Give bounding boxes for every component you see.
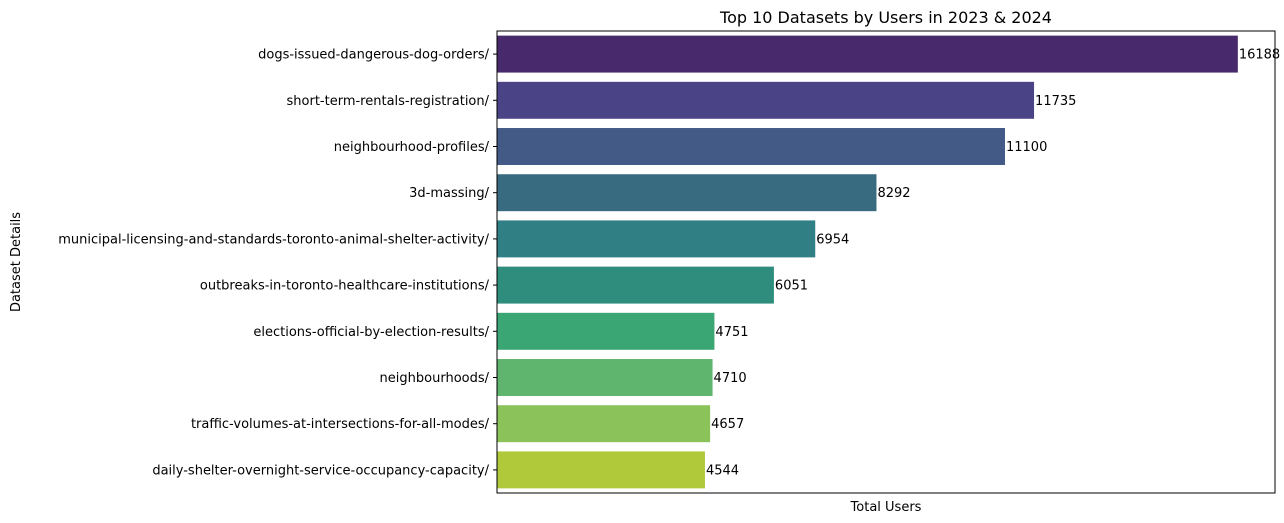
bar-5 <box>497 266 774 304</box>
bar-8 <box>497 405 711 443</box>
value-label-7: 4710 <box>714 371 747 386</box>
value-label-1: 11735 <box>1035 94 1076 109</box>
bar-9 <box>497 451 705 489</box>
value-label-4: 6954 <box>816 232 849 247</box>
value-label-8: 4657 <box>711 417 744 432</box>
category-label-1: short-term-rentals-registration/ <box>287 94 490 109</box>
value-label-5: 6051 <box>775 279 808 294</box>
bar-6 <box>497 312 715 350</box>
value-label-9: 4544 <box>706 463 739 478</box>
category-label-0: dogs-issued-dangerous-dog-orders/ <box>258 48 490 63</box>
value-label-0: 16188 <box>1239 48 1280 63</box>
x-axis-label: Total Users <box>850 500 922 515</box>
category-label-8: traffic-volumes-at-intersections-for-all… <box>191 417 490 432</box>
bar-2 <box>497 128 1005 165</box>
category-label-3: 3d-massing/ <box>409 186 489 201</box>
bar-1 <box>497 81 1035 119</box>
bar-7 <box>497 359 713 396</box>
plot-frame <box>496 30 1276 494</box>
value-label-6: 4751 <box>715 325 748 340</box>
chart-title: Top 10 Datasets by Users in 2023 & 2024 <box>719 8 1052 27</box>
y-axis-label: Dataset Details <box>9 212 24 312</box>
value-label-2: 11100 <box>1006 140 1047 155</box>
bar-4 <box>497 220 816 258</box>
value-label-3: 8292 <box>877 186 910 201</box>
category-label-5: outbreaks-in-toronto-healthcare-institut… <box>200 279 490 294</box>
labels-group: dogs-issued-dangerous-dog-orders/16188 sh… <box>58 48 1280 479</box>
bar-3 <box>497 174 877 212</box>
category-label-9: daily-shelter-overnight-service-occupanc… <box>152 463 489 478</box>
category-label-2: neighbourhood-profiles/ <box>334 140 490 155</box>
bars-group <box>497 35 1238 489</box>
category-label-7: neighbourhoods/ <box>380 371 490 386</box>
bar-0 <box>497 35 1238 73</box>
category-label-4: municipal-licensing-and-standards-toront… <box>58 232 489 247</box>
category-label-6: elections-official-by-election-results/ <box>253 325 489 340</box>
